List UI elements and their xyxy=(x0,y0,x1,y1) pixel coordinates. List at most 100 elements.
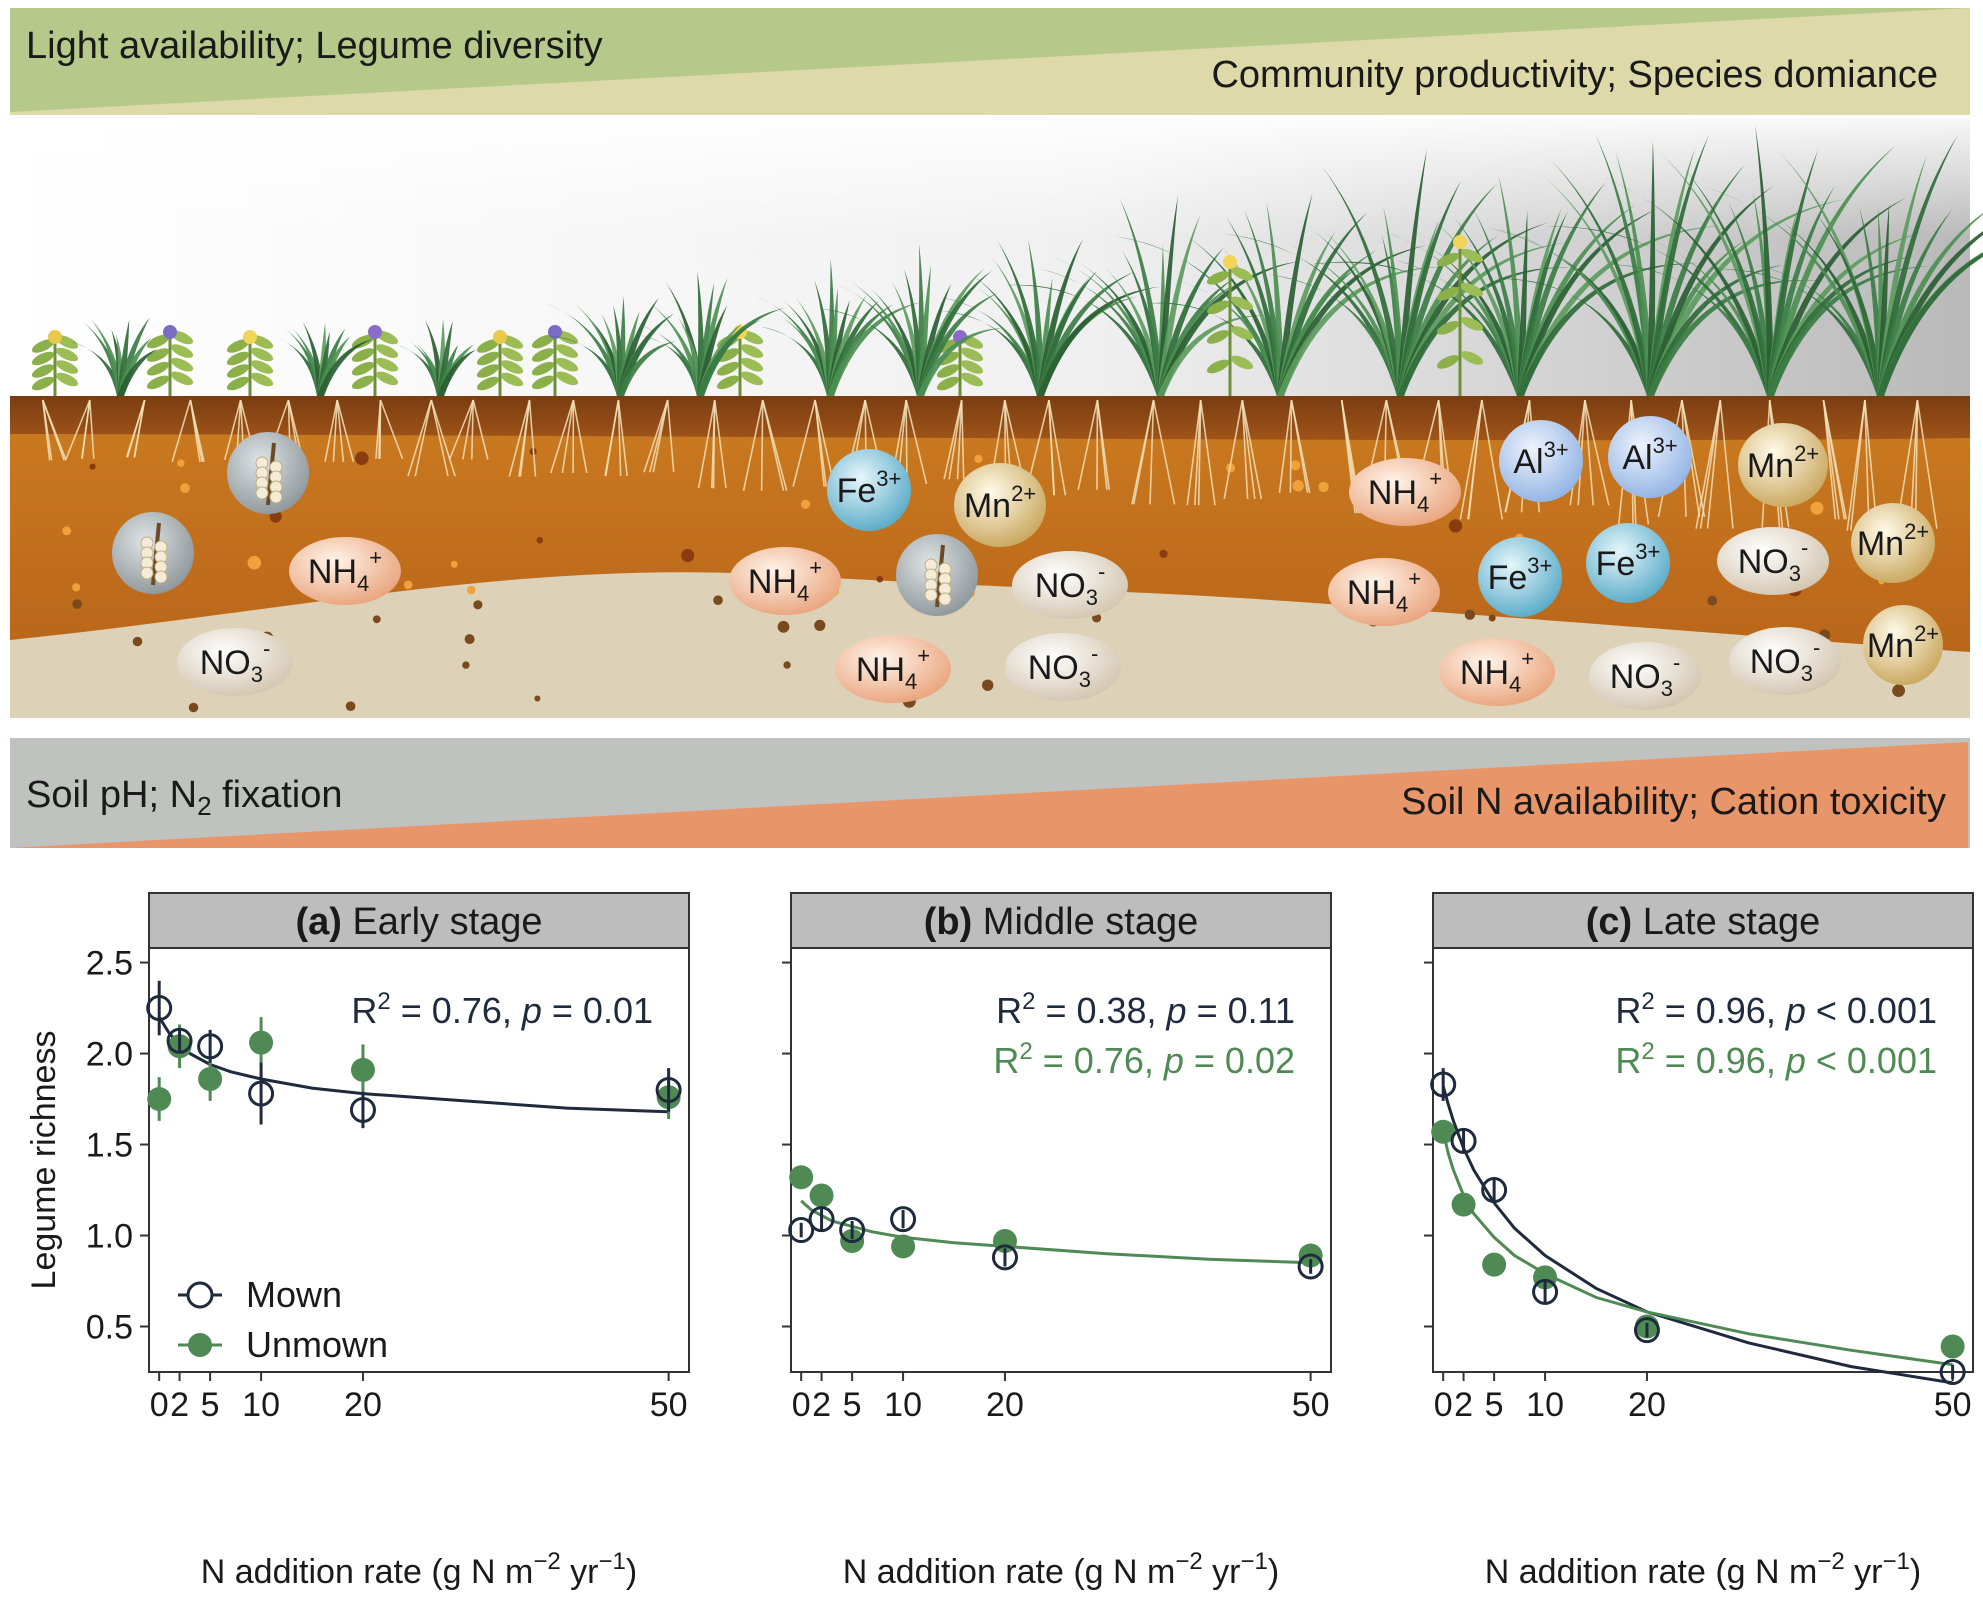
y-tick-label: 1.5 xyxy=(86,1127,133,1165)
root-strand xyxy=(604,399,620,477)
plant-leaf xyxy=(1460,248,1484,263)
y-tick-label: 1.0 xyxy=(86,1218,133,1256)
grass-blade xyxy=(1028,239,1044,396)
plant-leaf xyxy=(375,357,399,372)
nodule-bead xyxy=(924,588,938,602)
plant-leaf xyxy=(716,348,740,362)
ion-no3: NO3- xyxy=(177,628,293,696)
root-strand xyxy=(1584,399,1610,506)
point-mown xyxy=(1939,1359,1966,1385)
root-strand xyxy=(1186,399,1202,506)
ion-label: NH4+ xyxy=(1368,466,1442,517)
ion-bubble xyxy=(1738,423,1828,507)
ion-label: Fe3+ xyxy=(1488,553,1553,597)
chart-panel-2: (b) Middle stage 0 2 5 10 20 50 N addition rate… xyxy=(782,892,1332,1591)
grass-clump xyxy=(1222,148,1572,396)
ion-label: NH4+ xyxy=(856,643,930,694)
root-strand xyxy=(1077,399,1099,490)
nodule-bead xyxy=(255,486,269,500)
x-axis-label: N addition rate (g N m−2 yr−1) xyxy=(201,1548,637,1591)
ion-label: NH4+ xyxy=(1460,646,1534,697)
root-strand xyxy=(1132,399,1155,505)
ion-no3: NO3- xyxy=(1012,551,1128,619)
soil-particle xyxy=(345,701,356,711)
grass-clump xyxy=(1005,195,1302,396)
ion-label: Mn2+ xyxy=(1747,441,1819,485)
bottom-right-label: Soil N availability; Cation toxicity xyxy=(1401,781,1946,823)
ion-no3: NO3- xyxy=(1729,627,1841,695)
root-strand xyxy=(336,399,345,462)
root-strand xyxy=(81,399,91,459)
plant-leaf xyxy=(1206,300,1230,315)
root-strand xyxy=(697,399,716,489)
plant-leaf xyxy=(1230,355,1254,370)
grass-blade xyxy=(1548,157,1654,396)
root-strand xyxy=(643,399,669,473)
ion-label: Mn2+ xyxy=(964,481,1036,525)
x-axis-label: N addition rate (g N m−2 yr−1) xyxy=(843,1548,1279,1591)
plot-area xyxy=(1432,947,1974,1373)
soil-particle xyxy=(1810,501,1824,515)
grass-blade xyxy=(1647,279,1826,396)
ion-fe: Fe3+ xyxy=(1586,523,1670,603)
plot-area xyxy=(148,947,690,1373)
root-strand xyxy=(1048,399,1067,496)
y-axis-label: Legume richness xyxy=(25,1031,63,1290)
x-tick-label: 2 xyxy=(170,1386,189,1424)
panel-header xyxy=(790,892,1332,949)
ion-mn: Mn2+ xyxy=(954,463,1046,547)
legend-marker-unmown xyxy=(188,1333,212,1357)
grass-clump xyxy=(637,271,786,396)
grass-blade xyxy=(1397,148,1428,396)
x-tick-label: 2 xyxy=(812,1386,831,1424)
soil-particle xyxy=(783,661,791,669)
ion-nh4: NH4+ xyxy=(289,537,401,605)
grass-blade xyxy=(437,320,453,396)
stats-unmown: R2 = 0.76, p = 0.02 xyxy=(993,1038,1295,1081)
plant-leaf xyxy=(55,360,79,374)
root-strand xyxy=(1481,399,1504,520)
plant-leaf xyxy=(740,344,764,358)
ion-bubble xyxy=(1608,416,1692,498)
root-strand xyxy=(65,399,91,460)
ion-bubble xyxy=(289,537,401,605)
ion-bubble xyxy=(954,463,1046,547)
grass-blade xyxy=(284,328,324,396)
ion-label: NH4+ xyxy=(748,555,822,606)
grass-blade xyxy=(1859,207,1884,396)
ion-label: NO3- xyxy=(1610,650,1681,701)
plant-flower xyxy=(368,325,382,339)
root-strand xyxy=(430,399,456,477)
grass-clump xyxy=(1307,175,1724,396)
fit-curve-unmown xyxy=(800,1199,1311,1265)
plant-leaf xyxy=(740,357,764,372)
ion-label: NH4+ xyxy=(308,545,382,596)
point-mown xyxy=(788,1217,815,1244)
legume-plant xyxy=(1206,255,1254,396)
point-unmown xyxy=(147,1087,172,1112)
plant-leaf xyxy=(1436,252,1460,267)
grass-clump xyxy=(1544,125,1931,396)
grass-blade xyxy=(1684,168,1774,396)
soil-particle xyxy=(982,679,994,691)
root-strand xyxy=(472,399,489,460)
grass-blade xyxy=(617,341,676,396)
root-strand xyxy=(171,399,192,463)
ion-nh4: NH4+ xyxy=(835,635,951,703)
root-strand xyxy=(462,399,474,460)
ion-bubble xyxy=(1717,527,1829,595)
point-mown xyxy=(808,1206,835,1233)
soil-particle xyxy=(473,600,483,610)
root-strand xyxy=(1223,399,1244,500)
point-unmown xyxy=(1940,1334,1965,1359)
root-strand xyxy=(1096,399,1110,490)
plant-leaf xyxy=(555,357,579,372)
top-left-label: Light availability; Legume diversity xyxy=(26,25,603,67)
panel-title: (b) Middle stage xyxy=(924,901,1199,943)
grass-blade xyxy=(317,331,330,396)
ion-nh4: NH4+ xyxy=(1349,458,1461,526)
soil-particle xyxy=(466,585,476,595)
plant-leaf xyxy=(936,364,960,378)
soil-particle xyxy=(188,702,199,713)
x-tick-label: 10 xyxy=(1526,1386,1564,1424)
